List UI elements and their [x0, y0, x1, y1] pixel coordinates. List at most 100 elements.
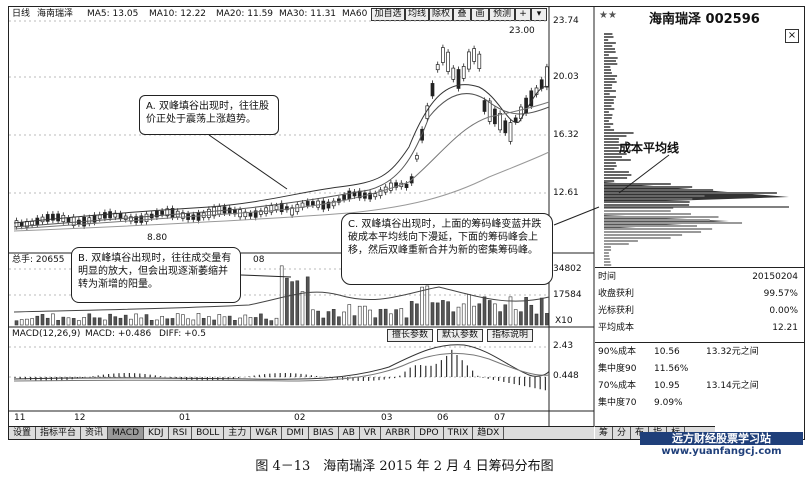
volume-bar [186, 318, 190, 326]
chip-bar [604, 135, 627, 137]
volume-bar [461, 303, 466, 326]
chip-bar [604, 186, 693, 188]
chip-bar [604, 228, 713, 230]
tab-trix[interactable]: TRIX [444, 427, 474, 439]
chip-bar [604, 171, 629, 173]
tab-dmi[interactable]: DMI [282, 427, 309, 439]
tab-chip-1[interactable]: 筹 [595, 427, 614, 439]
volume-bar [19, 319, 24, 326]
volume-bar [149, 320, 154, 326]
candle [56, 210, 60, 224]
volume-bar [383, 308, 388, 326]
tab-dx[interactable]: 趋DX [473, 427, 505, 439]
tab-dpo[interactable]: DPO [415, 427, 444, 439]
chip-bar [604, 216, 719, 218]
candle [441, 44, 445, 66]
candle [389, 180, 393, 194]
chart-window: 日线 海南瑞泽 MA5: 13.05 MA10: 12.22 MA20: 11.… [8, 6, 805, 440]
candle [352, 188, 357, 199]
candle [108, 208, 112, 221]
tab-rsi[interactable]: RSI [169, 427, 193, 439]
low-price-mark: 8.80 [147, 233, 168, 243]
volume-bar [129, 318, 133, 326]
callout-b: B. 双峰填谷出现时，往往成交量有明显的放大，但会出现逐渐萎缩并转为渐增的阳量。 [71, 247, 241, 303]
volume-bar [191, 319, 196, 326]
candle [311, 198, 315, 208]
volume-bar [139, 317, 144, 326]
volume-bar [311, 309, 315, 326]
chip-bar [604, 189, 714, 191]
candle [144, 211, 149, 225]
chip-bar [604, 105, 612, 107]
candle [498, 110, 502, 133]
volume-bar [529, 304, 534, 326]
volume-bar [524, 297, 528, 326]
tab-settings[interactable]: 设置 [9, 427, 37, 439]
expand-button[interactable]: + [515, 8, 531, 21]
volume-unit: X10 [555, 316, 573, 326]
high-price-mark: 23.00 [509, 26, 535, 36]
chip-bar [604, 159, 631, 161]
callout-a-pointer [208, 134, 288, 190]
tab-news[interactable]: 资讯 [81, 427, 109, 439]
default-params-button[interactable]: 默认参数 [437, 329, 483, 342]
indicator-help-button[interactable]: 指标说明 [487, 329, 533, 342]
skill-params-button[interactable]: 擅长参数 [387, 329, 433, 342]
chip-bar [604, 183, 671, 185]
ma60-line [13, 151, 550, 232]
tab-indicator-platform[interactable]: 指标平台 [36, 427, 82, 439]
candle [103, 209, 107, 222]
candle [243, 209, 248, 220]
tab-chip-2[interactable]: 分 [613, 427, 632, 439]
macd-dif-line [13, 344, 550, 380]
tab-wr[interactable]: W&R [251, 427, 283, 439]
tab-macd[interactable]: MACD [108, 427, 145, 439]
overlay-button[interactable]: 叠 [453, 8, 471, 21]
volume-bar [300, 291, 305, 326]
chip-bar [604, 237, 671, 239]
date-tick: 07 [494, 413, 506, 423]
tab-vr[interactable]: VR [360, 427, 382, 439]
candle [300, 200, 305, 211]
volume-bar [103, 319, 107, 326]
tab-bias[interactable]: BIAS [309, 427, 339, 439]
price-tick: 12.61 [553, 188, 579, 198]
tab-boll[interactable]: BOLL [192, 427, 225, 439]
ma-button[interactable]: 均线 [405, 8, 429, 21]
volume-bar [534, 313, 539, 326]
candle [316, 198, 320, 211]
volume-bar [347, 304, 352, 326]
volume-bar [269, 320, 274, 326]
forecast-button[interactable]: 预测 [489, 8, 515, 21]
volume-bar [61, 316, 66, 326]
candle [373, 190, 378, 200]
volume-bar [503, 304, 508, 326]
volume-bar [425, 285, 430, 326]
ma5-line [13, 84, 550, 224]
chip-bar [604, 180, 615, 182]
volume-bar [399, 308, 404, 326]
candle [253, 207, 258, 221]
volume-bar [279, 265, 284, 326]
candle [435, 61, 440, 73]
chip-stats: 时间 20150204 收盘获利 99.57% 光标获利 0.00% 平均成本 12.2… [598, 272, 798, 333]
chip-bar [604, 153, 627, 155]
tab-kdj[interactable]: KDJ [144, 427, 169, 439]
volume-bar [404, 317, 409, 326]
volume-bar [316, 310, 320, 326]
candle [30, 218, 34, 228]
tab-main-force[interactable]: 主力 [224, 427, 252, 439]
volume-bar [451, 311, 456, 326]
chip-bar [604, 102, 614, 104]
volume-bar [243, 314, 248, 326]
add-favorite-button[interactable]: 加自选 [371, 8, 405, 21]
candle [259, 207, 263, 218]
tab-ab[interactable]: AB [339, 427, 360, 439]
callout-c-pointer [553, 206, 600, 226]
chip-bar [604, 234, 683, 236]
tab-arbr[interactable]: ARBR [381, 427, 416, 439]
close-icon[interactable]: × [785, 29, 799, 43]
candle [191, 211, 196, 223]
volume-bar [498, 311, 502, 326]
date-tick: 12 [74, 413, 86, 423]
